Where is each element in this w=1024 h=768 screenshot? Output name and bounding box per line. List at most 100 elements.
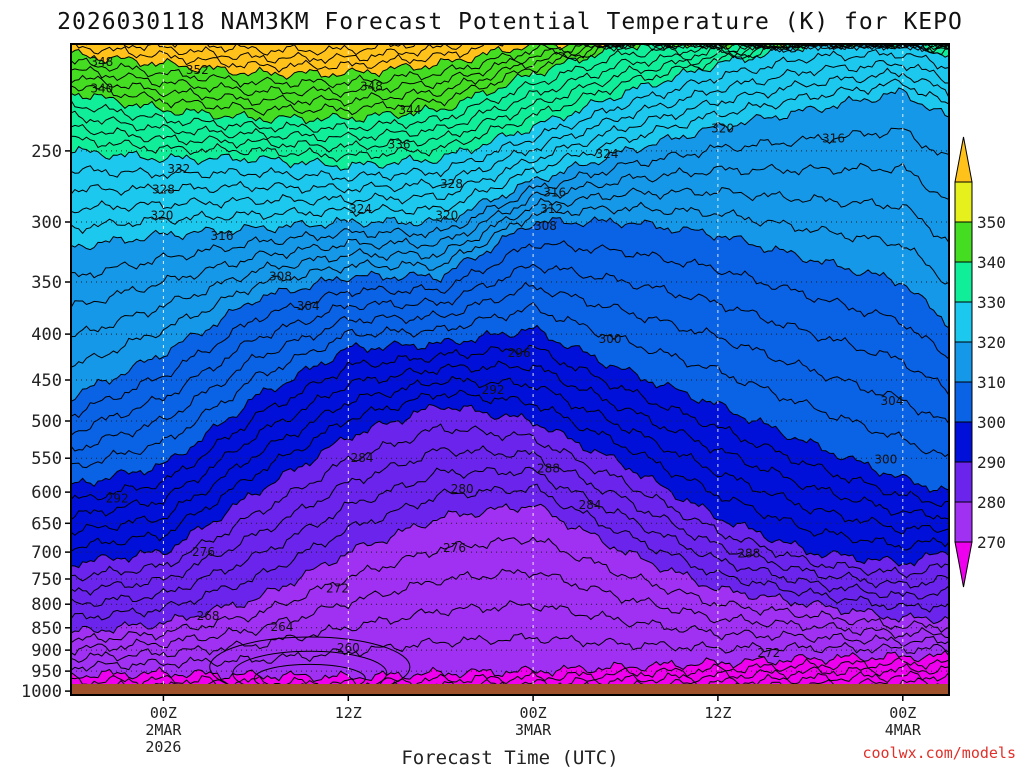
colorbar-swatch xyxy=(954,221,973,263)
colorbar-swatch xyxy=(954,381,973,423)
x-tick-label: 4MAR xyxy=(885,721,922,739)
colorbar-min-arrow xyxy=(954,541,973,588)
isentrope-256 xyxy=(71,696,949,724)
isentrope-314 xyxy=(71,187,949,338)
contour-label: 292 xyxy=(106,492,129,506)
isentrope-310 xyxy=(71,216,949,402)
contour-label: 316 xyxy=(211,229,234,243)
x-tick-label: 00Z xyxy=(150,704,177,722)
colorbar-label: 310 xyxy=(977,373,1006,392)
isentrope-356 xyxy=(170,44,449,56)
isentrope-270 xyxy=(71,650,949,683)
band-below-270 xyxy=(71,650,949,695)
contour-label: 268 xyxy=(197,609,220,623)
isentrope-284 xyxy=(71,466,949,607)
chart-title: 2026030118 NAM3KM Forecast Potential Tem… xyxy=(57,9,963,35)
plot-area xyxy=(71,44,949,724)
isentrope-302 xyxy=(71,302,949,469)
x-tick-label: 2026 xyxy=(145,738,181,756)
isentrope-282 xyxy=(71,483,949,621)
x-tick-label: 00Z xyxy=(520,704,547,722)
colorbar-swatch xyxy=(954,341,973,383)
isentrope-330 xyxy=(71,44,949,171)
colorbar-label: 270 xyxy=(977,533,1006,552)
colorbar: 270 280 290 300 310 320 330 340 350 xyxy=(954,136,1006,588)
colorbar-swatch xyxy=(954,261,973,303)
contour-label: 300 xyxy=(599,332,622,346)
contour-label: 276 xyxy=(443,541,466,555)
contour-label: 280 xyxy=(451,482,474,496)
contour-label: 336 xyxy=(388,138,411,152)
contour-labels: 348 352 340 348 344 336 332 328 328 324 320 316 316 3… xyxy=(90,55,904,660)
colorbar-max-arrow xyxy=(954,136,973,183)
contour-label: 344 xyxy=(398,103,421,117)
contour-label: 292 xyxy=(482,383,505,397)
contour-label: 352 xyxy=(186,63,209,77)
isentrope-336 xyxy=(71,44,949,143)
contour-label: 348 xyxy=(360,80,383,94)
cold-pool-contour xyxy=(232,650,388,695)
contour-label: 272 xyxy=(757,646,780,660)
colorbar-swatch xyxy=(954,181,973,223)
contour-label: 324 xyxy=(596,147,619,161)
band-below-280 xyxy=(71,503,949,695)
y-tick-label: 450 xyxy=(31,371,62,391)
y-tick-label: 950 xyxy=(31,662,62,682)
isentrope-290 xyxy=(71,403,949,569)
isentrope-274 xyxy=(71,600,949,663)
contour-label: 320 xyxy=(711,122,734,136)
isentrope-320 xyxy=(71,87,949,251)
y-tick-label: 550 xyxy=(31,449,62,469)
contour-label: 320 xyxy=(150,208,173,222)
x-tick-label: 3MAR xyxy=(515,721,552,739)
x-tick-label: 00Z xyxy=(889,704,916,722)
y-tick-label: 850 xyxy=(31,619,62,639)
isentrope-324 xyxy=(71,67,949,214)
plot-frame xyxy=(70,43,950,696)
isentrope-328 xyxy=(71,49,949,182)
contour-label: 296 xyxy=(508,346,531,360)
isentrope-304 xyxy=(71,281,949,452)
y-tick-label: 600 xyxy=(31,483,62,503)
isentrope-296 xyxy=(71,360,949,521)
contour-label: 276 xyxy=(192,545,215,559)
colorbar-swatch xyxy=(954,501,973,543)
y-tick-label: 400 xyxy=(31,325,62,345)
colorbar-label: 320 xyxy=(977,333,1006,352)
contour-label: 264 xyxy=(271,620,294,634)
isentrope-322 xyxy=(71,78,949,235)
isentrope-354 xyxy=(85,44,464,65)
isentrope-348 xyxy=(71,44,949,89)
isentrope-338 xyxy=(71,44,949,133)
isentrope-306 xyxy=(71,263,949,436)
contour-label: 324 xyxy=(349,202,372,216)
cold-pool-contour xyxy=(209,636,411,695)
y-tick-label: 500 xyxy=(31,412,62,432)
isentrope-292 xyxy=(71,389,949,552)
contour-label: 316 xyxy=(822,131,845,145)
y-tick-label: 300 xyxy=(31,213,62,233)
isentrope-298 xyxy=(71,344,949,508)
contour-label: 332 xyxy=(167,162,190,176)
contour-label: 348 xyxy=(90,55,113,69)
colorbar-label: 290 xyxy=(977,453,1006,472)
credit-text: coolwx.com/models xyxy=(862,744,1016,762)
isentrope-276 xyxy=(71,568,949,656)
contour-label: 312 xyxy=(540,202,563,216)
x-tick-label: 2MAR xyxy=(145,721,182,739)
isentrope-268 xyxy=(71,657,949,690)
colorbar-label: 350 xyxy=(977,213,1006,232)
contour-label: 316 xyxy=(543,185,566,199)
contour-label: 304 xyxy=(297,299,320,313)
contour-label: 340 xyxy=(90,82,113,96)
y-tick-label: 900 xyxy=(31,641,62,661)
y-tick-label: 1000 xyxy=(21,682,62,702)
y-tick-label: 350 xyxy=(31,273,62,293)
y-tick-label: 800 xyxy=(31,595,62,615)
contour-label: 304 xyxy=(881,394,904,408)
x-tick-label: 12Z xyxy=(704,704,731,722)
y-tick-label: 250 xyxy=(31,142,62,162)
